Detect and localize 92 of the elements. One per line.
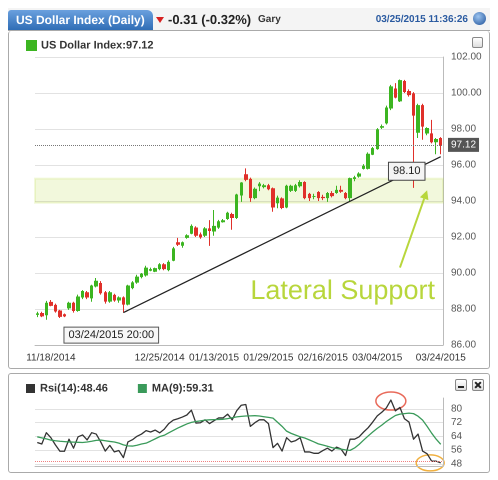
candlestick bbox=[67, 301, 71, 310]
candlestick bbox=[298, 180, 302, 188]
candlestick bbox=[226, 211, 229, 220]
y-tick-label: 94.00 bbox=[451, 196, 476, 206]
candlestick bbox=[85, 290, 89, 300]
candlestick bbox=[330, 190, 334, 198]
candlestick bbox=[335, 185, 338, 194]
x-tick-label: 03/04/2015 bbox=[352, 352, 403, 364]
y-tick-label: 92.00 bbox=[451, 232, 476, 242]
candlestick bbox=[126, 284, 130, 306]
y-tick-label: 100.00 bbox=[451, 88, 482, 98]
candlestick bbox=[376, 128, 379, 150]
candlestick bbox=[172, 246, 175, 262]
x-tick-label: 01/13/2015 bbox=[189, 352, 240, 364]
candlestick bbox=[430, 119, 433, 144]
y-tick-label: 48 bbox=[451, 458, 463, 470]
candlestick bbox=[276, 195, 279, 209]
y-tick-label: 102.00 bbox=[451, 52, 482, 62]
legend-label: US Dollar Index:97.12 bbox=[41, 40, 154, 52]
annotation: 03/24/2015 20:00 bbox=[68, 329, 154, 342]
y-tick-label: 98.00 bbox=[451, 124, 476, 134]
candlestick bbox=[162, 262, 166, 271]
candlestick bbox=[72, 301, 75, 314]
candlestick bbox=[308, 192, 311, 202]
candlestick bbox=[357, 172, 361, 178]
ref-line-label: 97.12 bbox=[451, 139, 476, 150]
candlestick bbox=[108, 290, 112, 304]
candlestick bbox=[113, 293, 116, 302]
candlestick bbox=[280, 196, 284, 210]
candlestick bbox=[344, 192, 347, 200]
candlestick bbox=[421, 103, 424, 140]
candlestick bbox=[262, 183, 266, 189]
candlestick bbox=[40, 311, 44, 318]
candlestick bbox=[203, 226, 207, 238]
y-tick-label: 72 bbox=[451, 417, 463, 428]
y-tick-label: 88.00 bbox=[451, 304, 476, 314]
candlestick bbox=[394, 82, 397, 99]
candlestick bbox=[181, 241, 184, 248]
y-tick-label: 80 bbox=[451, 403, 463, 414]
candlestick bbox=[99, 280, 102, 296]
candlestick bbox=[76, 294, 80, 312]
y-tick-label: 96.00 bbox=[451, 160, 476, 170]
candlestick bbox=[240, 182, 243, 202]
text: 03/25/2015 11:36:26 bbox=[376, 14, 468, 25]
x-tick-label: 12/25/2014 bbox=[134, 352, 186, 364]
y-tick-label: 64 bbox=[451, 430, 463, 442]
chart-subtitle: -0.31 (-0.32%) bbox=[168, 12, 252, 27]
text: Gary bbox=[258, 14, 281, 25]
candlestick bbox=[176, 237, 180, 246]
candlestick bbox=[230, 212, 234, 230]
candlestick bbox=[434, 138, 438, 155]
x-tick-label: 03/24/2015 bbox=[416, 352, 466, 364]
chart-title: US Dollar Index (Daily) bbox=[8, 10, 153, 30]
line-series bbox=[36, 412, 442, 452]
candlestick bbox=[312, 193, 316, 200]
candlestick bbox=[303, 180, 306, 200]
candlestick bbox=[235, 193, 238, 220]
candlestick bbox=[104, 290, 107, 304]
candlestick bbox=[167, 260, 170, 272]
candlestick bbox=[439, 136, 442, 155]
legend-label: MA(9):59.31 bbox=[152, 382, 214, 394]
legend-label: Rsi(14):48.46 bbox=[40, 382, 108, 394]
candlestick bbox=[253, 187, 257, 200]
candlestick bbox=[117, 296, 121, 304]
candlestick bbox=[190, 224, 193, 235]
candlestick bbox=[326, 192, 329, 202]
candlestick bbox=[45, 300, 48, 320]
y-tick-label: 90.00 bbox=[451, 268, 476, 278]
candlestick bbox=[144, 265, 148, 278]
candlestick bbox=[425, 126, 429, 136]
candlestick bbox=[153, 267, 157, 273]
candlestick bbox=[416, 103, 420, 138]
candlestick bbox=[348, 177, 352, 202]
candlestick bbox=[135, 274, 139, 284]
candlestick bbox=[208, 220, 211, 246]
candlestick bbox=[212, 210, 216, 236]
x-tick-label: 01/29/2015 bbox=[243, 352, 294, 364]
candlestick bbox=[398, 79, 402, 102]
y-tick-label: 86.00 bbox=[451, 340, 476, 350]
annotation: Lateral Support bbox=[250, 275, 436, 306]
x-tick-label: 11/18/2014 bbox=[26, 352, 76, 364]
candlestick bbox=[380, 124, 384, 130]
annotation: 98.10 bbox=[392, 165, 420, 178]
candlestick bbox=[185, 234, 189, 240]
candlestick bbox=[339, 185, 343, 194]
candlestick bbox=[194, 226, 198, 238]
candlestick bbox=[122, 296, 125, 314]
candlestick bbox=[271, 187, 275, 212]
y-tick-label: 56 bbox=[451, 444, 463, 456]
candlestick bbox=[321, 194, 325, 201]
x-tick-label: 02/16/2015 bbox=[298, 352, 348, 364]
candlestick bbox=[36, 311, 39, 318]
